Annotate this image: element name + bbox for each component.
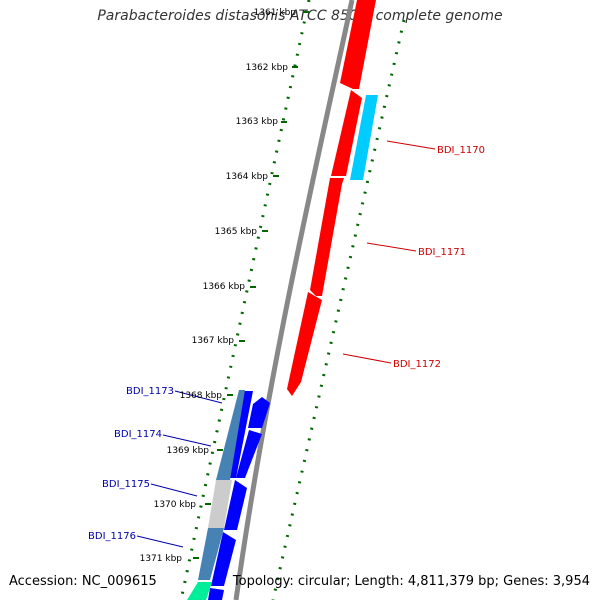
gene-reverse-bdi-1174 [248,397,270,428]
tick-label-1362: 1362 kbp [246,63,289,73]
leader-bdi-1175 [150,483,198,497]
leader-bdi-1172 [342,353,392,364]
accession-text: Accession: NC_009615 [9,574,157,589]
inner-block-blue-1 [216,390,245,480]
inner-block-gray [208,480,232,528]
tick-label-1369: 1369 kbp [167,446,210,456]
genome-summary-text: Topology: circular; Length: 4,811,379 bp… [232,574,590,589]
gene-label-bdi-1176: BDI_1176 [88,531,136,542]
gene-forward-bdi-1170 [331,90,362,176]
gene-label-bdi-1172: BDI_1172 [393,359,441,370]
outer-dotted-ring [271,19,406,600]
tick-label-1367: 1367 kbp [192,336,235,346]
gene-label-bdi-1174: BDI_1174 [114,429,162,440]
inner-block-green [187,582,212,600]
tick-label-1370: 1370 kbp [154,500,197,510]
gene-label-bdi-1171: BDI_1171 [418,247,466,258]
gene-label-bdi-1175: BDI_1175 [102,479,150,490]
leader-bdi-1176 [136,535,184,548]
gene-rna-bdi-1170 [350,95,378,180]
gene-reverse-bdi-1175 [236,430,262,478]
leader-bdi-1174 [162,434,212,447]
tick-label-1371: 1371 kbp [140,554,183,564]
genome-backbone [233,0,355,600]
gene-forward-bdi-1171 [310,178,344,296]
gene-reverse-bdi-1176 [224,480,247,530]
map-title: Parabacteroides distasonis ATCC 8503, co… [97,8,503,24]
leader-bdi-1173 [174,390,223,404]
leader-bdi-1170 [386,140,436,150]
gene-forward-bdi-1169 [340,0,376,89]
tick-label-1366: 1366 kbp [203,282,246,292]
tick-label-1363: 1363 kbp [236,117,279,127]
inner-block-blue-2 [198,528,224,580]
gene-forward-bdi-1172 [287,292,322,396]
gene-label-bdi-1173: BDI_1173 [126,386,174,397]
tick-label-1365: 1365 kbp [215,227,258,237]
tick-label-1361: 1361 kbp [254,8,297,18]
gene-reverse-bdi-1178 [208,588,224,600]
gene-reverse-bdi-1177 [211,532,236,586]
tick-label-1364: 1364 kbp [226,172,269,182]
tick-label-1368: 1368 kbp [180,391,223,401]
leader-bdi-1171 [366,242,417,252]
gene-label-bdi-1170: BDI_1170 [437,145,485,156]
